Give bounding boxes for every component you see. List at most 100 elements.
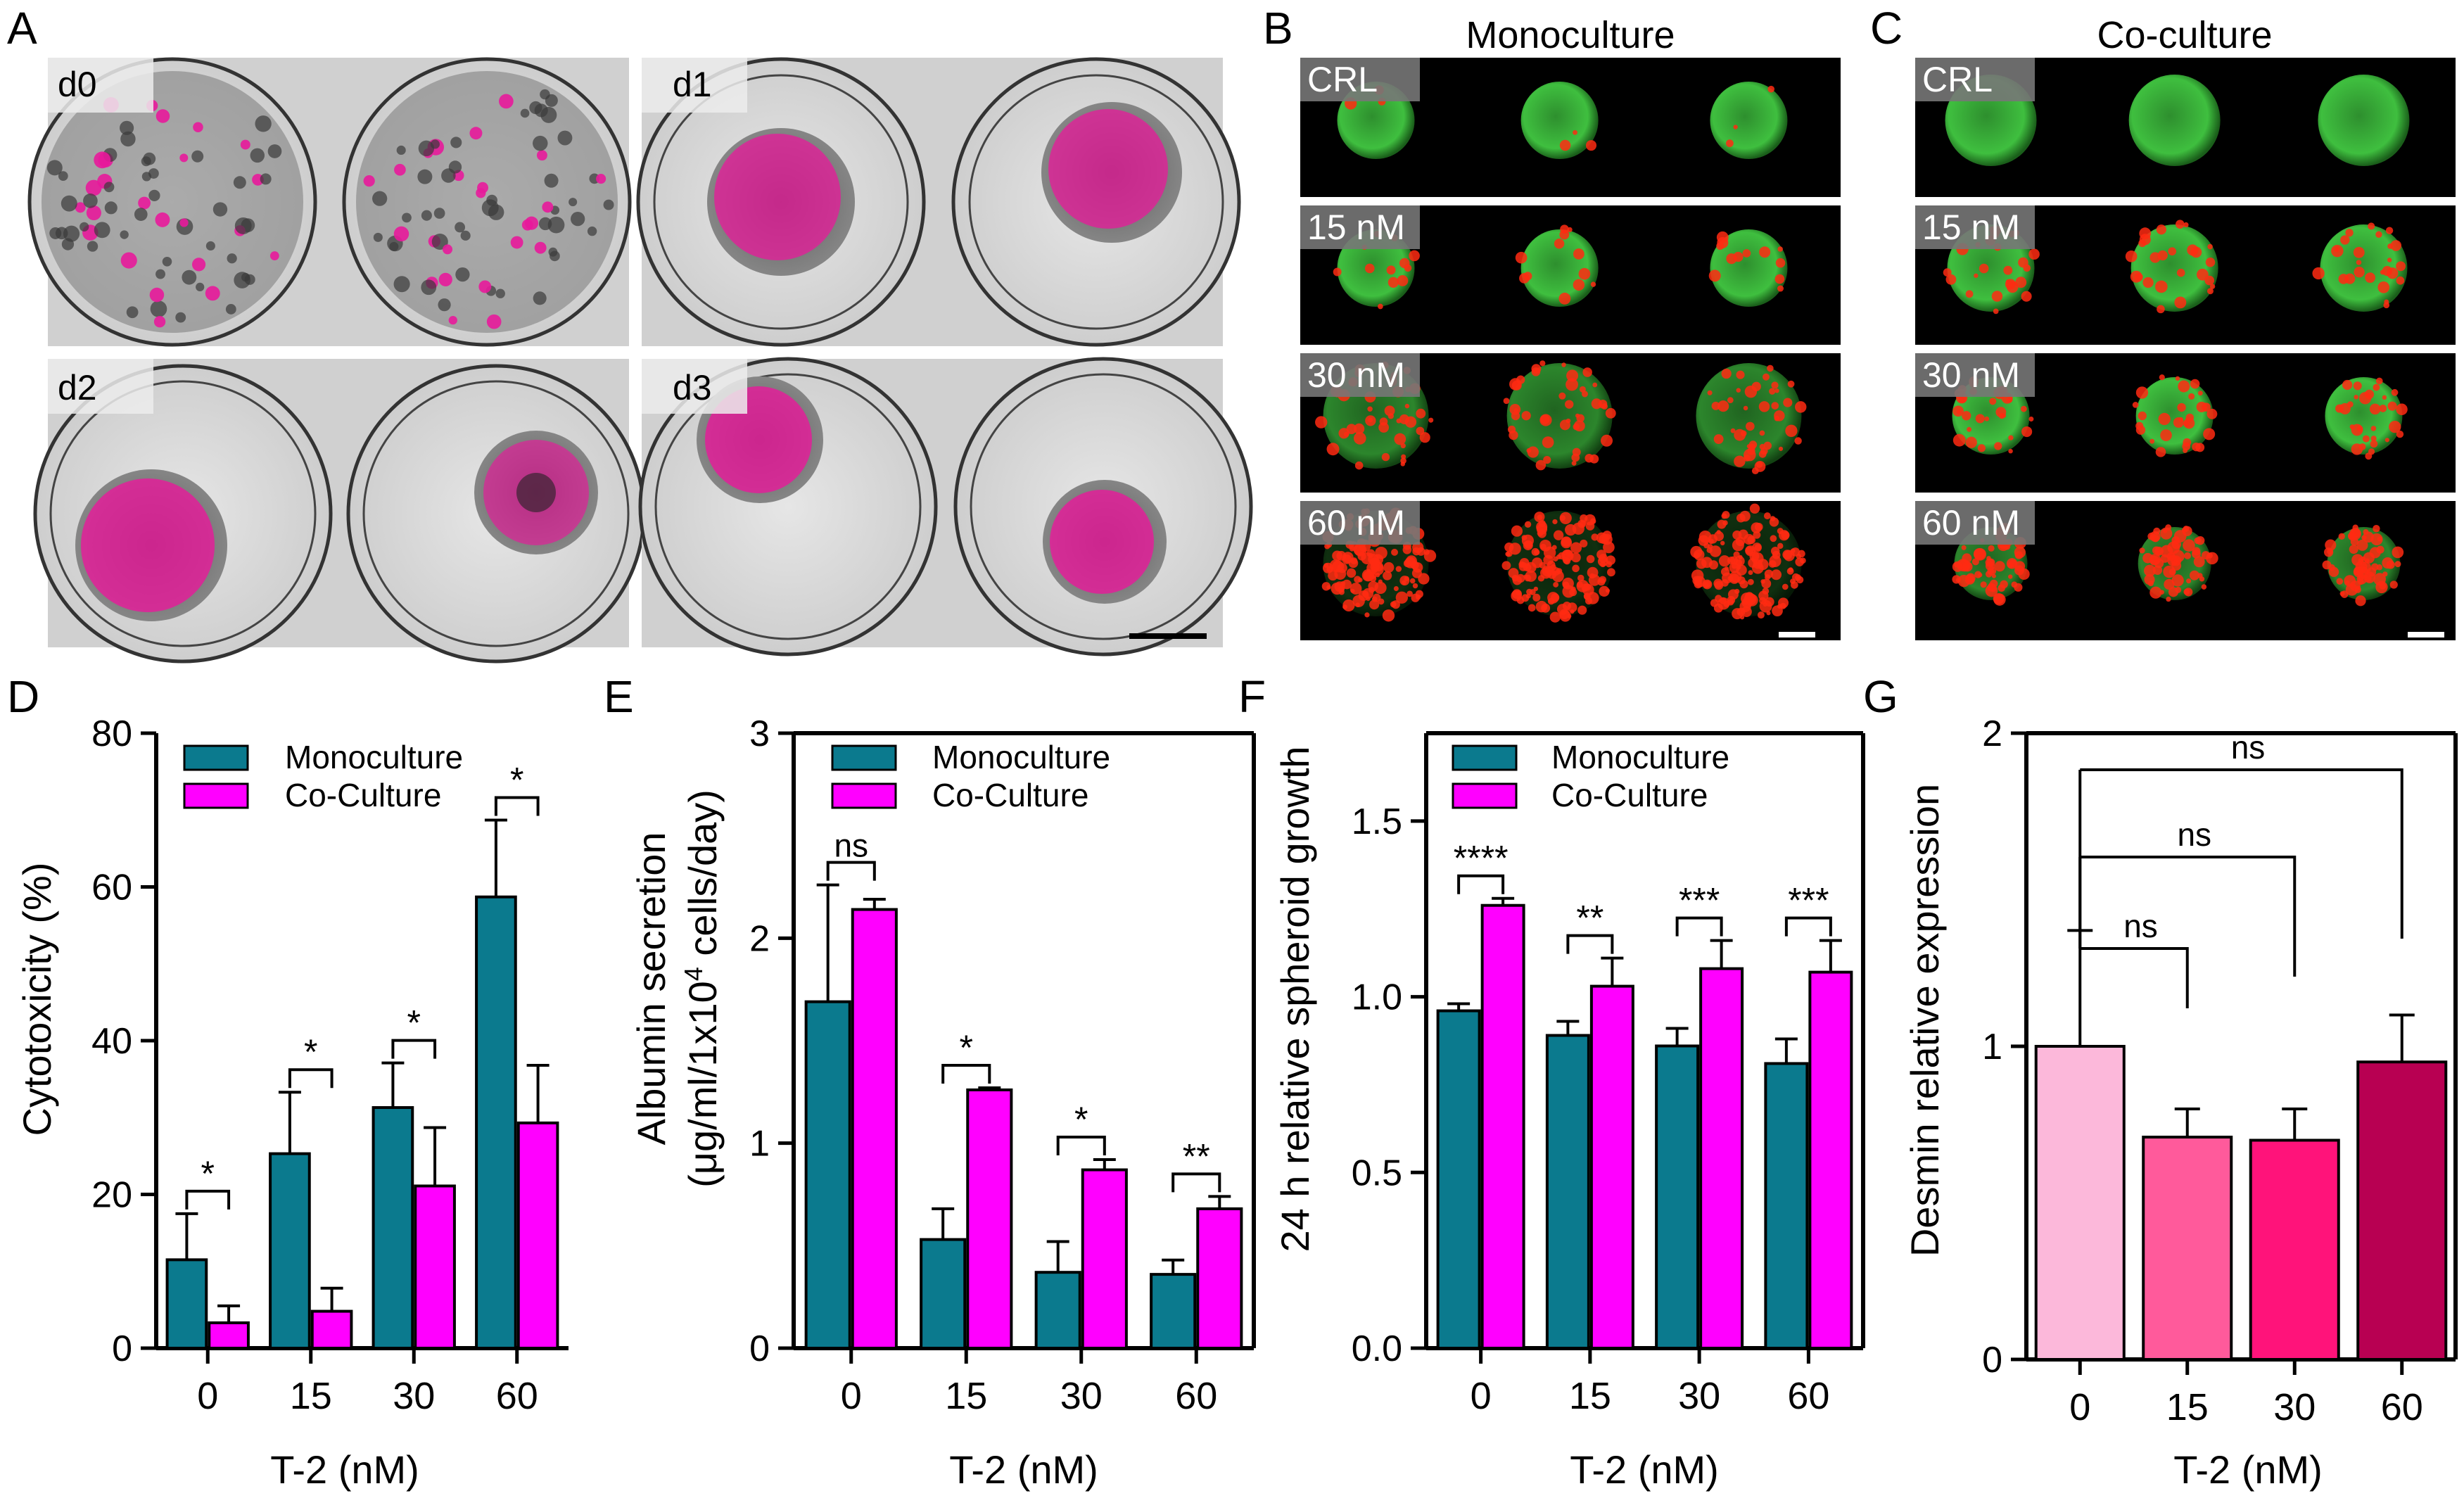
cell-dot	[182, 269, 197, 285]
dead-cell-dot	[1567, 602, 1577, 613]
dead-cell-dot	[2361, 535, 2367, 540]
cell-dot	[58, 171, 68, 182]
dead-cell-dot	[2387, 267, 2399, 279]
dead-cell-dot	[1567, 614, 1572, 618]
dead-cell-dot	[1965, 436, 1977, 448]
cell-dot	[225, 304, 236, 315]
cell-dot	[569, 198, 578, 207]
dead-cell-dot	[1524, 521, 1532, 528]
dead-cell-dot	[2177, 402, 2186, 412]
dead-cell-dot	[1532, 593, 1541, 602]
chart-e-bar-mono	[804, 1000, 851, 1350]
dead-cell-dot	[1346, 568, 1357, 578]
dead-cell-dot	[2023, 264, 2031, 272]
cell-dot	[141, 172, 152, 182]
dead-cell-dot	[1974, 273, 1979, 278]
dead-cell-dot	[1409, 250, 1420, 262]
dead-cell-dot	[1711, 401, 1720, 410]
dead-cell-dot	[1782, 583, 1789, 590]
cell-dot	[533, 291, 547, 305]
cell-dot	[49, 227, 62, 239]
dead-cell-dot	[1404, 416, 1417, 428]
dead-cell-dot	[1368, 580, 1378, 592]
co-row-label: 30 nM	[1922, 355, 2020, 395]
dead-cell-dot	[1733, 551, 1740, 558]
chart-d-sig-bracket	[185, 1189, 231, 1210]
dead-cell-dot	[2139, 234, 2151, 246]
dead-cell-dot	[1395, 591, 1409, 604]
cell-dot	[430, 139, 440, 149]
panel-title-c: Co-culture	[2097, 14, 2272, 56]
cell-dot-stained	[448, 315, 457, 325]
chart-d-y-tick-label: 80	[91, 713, 132, 754]
dead-cell-dot	[1563, 557, 1571, 565]
dead-cell-dot	[2375, 377, 2383, 385]
dead-cell-dot	[1391, 600, 1400, 609]
chart-e-bar-co	[1196, 1207, 1243, 1350]
cell-dot	[205, 241, 215, 250]
cell-dot-stained	[205, 286, 220, 301]
chart-d-y-tick-label: 60	[91, 868, 132, 908]
dead-cell-dot	[1404, 403, 1410, 409]
dead-cell-dot	[2373, 383, 2380, 391]
dead-cell-dot	[1596, 550, 1606, 560]
dead-cell-dot	[1741, 606, 1752, 618]
dead-cell-dot	[1346, 424, 1357, 434]
dead-cell-dot	[1404, 557, 1416, 569]
cell-dot-stained	[393, 226, 409, 242]
dead-cell-dot	[1501, 561, 1511, 571]
dead-cell-dot	[2385, 227, 2394, 234]
chart-d-bar-mono	[165, 1258, 208, 1350]
dead-cell-dot	[2379, 405, 2387, 412]
dead-cell-dot	[2194, 537, 2201, 545]
spheroid	[2318, 75, 2410, 166]
mono-row-label: 15 nM	[1307, 208, 1405, 247]
dead-cell-dot	[1734, 588, 1740, 595]
cell-dot-stained	[94, 151, 111, 169]
panel-b: B Monoculture CRL 15 nM 30 nM 60 nM	[1263, 3, 1841, 640]
cell-dot-stained	[596, 174, 607, 184]
dead-cell-dot	[1989, 398, 1997, 405]
cell-dot	[421, 279, 437, 296]
dead-cell-dot	[2312, 267, 2325, 280]
micrograph-d3: d3	[638, 357, 1253, 656]
dead-cell-dot	[1412, 583, 1418, 589]
dead-cell-dot	[1774, 388, 1779, 393]
dead-cell-dot	[1599, 585, 1610, 597]
dead-cell-dot	[1767, 364, 1774, 372]
cell-dot-stained	[75, 202, 86, 213]
mono-row-2: 15 nM	[1300, 205, 1841, 345]
chart-e-sig-label: ns	[834, 827, 868, 864]
dead-cell-dot	[1386, 265, 1396, 275]
dead-cell-dot	[2149, 438, 2155, 444]
panel-letter-g: G	[1863, 671, 1898, 722]
cell-dot-stained	[240, 139, 250, 150]
dead-cell-dot	[1572, 448, 1581, 457]
dead-cell-dot	[1332, 550, 1342, 562]
dead-cell-dot	[1369, 599, 1380, 610]
chart-d-sig-label: *	[510, 760, 523, 799]
dead-cell-dot	[2353, 246, 2365, 258]
dead-cell-dot	[1352, 595, 1365, 607]
chart-g-x-tick-label: 30	[2273, 1386, 2316, 1428]
cell-dot-stained	[191, 258, 206, 272]
dead-cell-dot	[1692, 576, 1702, 585]
dead-cell-dot	[1524, 574, 1532, 582]
co-row-3: 30 nM	[1915, 353, 2456, 493]
dead-cell-dot	[1529, 589, 1536, 595]
dead-cell-dot	[2351, 443, 2363, 455]
co-row-1: CRL	[1915, 58, 2456, 197]
dead-cell-dot	[1565, 550, 1573, 557]
cell-dot	[373, 232, 383, 242]
dead-cell-dot	[2175, 586, 2182, 593]
dead-cell-dot	[1551, 593, 1560, 602]
dead-cell-dot	[2154, 546, 2164, 556]
dead-cell-dot	[1751, 381, 1761, 391]
chart-g: 0 1 2 0 15 30 60 ns ns ns Desmin relative express…	[1903, 713, 2458, 1492]
cell-dot	[538, 217, 552, 231]
chart-d-sig-label: *	[407, 1003, 421, 1043]
dead-cell-dot	[2344, 575, 2356, 588]
dead-cell-dot	[2348, 532, 2356, 540]
panel-a: A d0 d1	[7, 3, 1253, 664]
dead-cell-dot	[2379, 583, 2387, 590]
